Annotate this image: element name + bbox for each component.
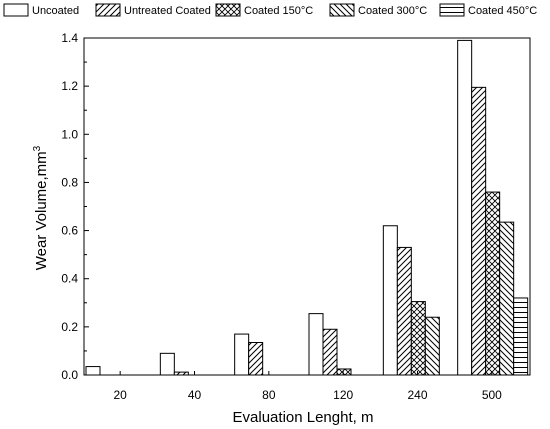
y-tick-label: 0.2 [61,320,78,334]
bar-coated-300-c-500 [499,221,515,376]
x-tick-label: 240 [407,388,427,402]
bar-coated-300-c-240 [424,316,440,376]
bar-coated-150-c-240 [410,301,426,376]
bar-untreated-coated-500 [471,86,487,376]
legend-label: Coated 300°C [358,5,427,17]
bar-uncoated-20 [85,366,101,376]
y-tick-label: 0.4 [61,272,78,286]
legend-swatch-coated-450-c [439,3,465,17]
axes: 0.0 0.2 0.4 0.6 0.8 1.0 1.2 1.4 20 40 80 120 240 500 [61,31,531,402]
legend-swatch-untreated-coated [95,3,121,17]
bar-uncoated-80 [234,333,250,376]
y-tick-label: 0.0 [61,368,78,382]
bar-uncoated-240 [382,225,398,376]
legend-label: Uncoated [32,5,79,17]
bar-uncoated-120 [308,313,324,376]
y-tick-label: 1.4 [61,31,78,45]
x-tick-label: 40 [188,388,202,402]
bar-untreated-coated-120 [322,328,338,376]
x-tick-label: 20 [113,388,127,402]
x-axis-title: Evaluation Lenght, m [233,409,374,426]
bar-uncoated-500 [457,39,473,376]
bar-untreated-coated-80 [248,342,264,376]
legend-swatch-coated-300-c [329,3,355,17]
y-tick-label: 0.8 [61,175,78,189]
bar-coated-150-c-120 [336,368,352,376]
bar-uncoated-40 [159,352,175,376]
legend: Uncoated Untreated Coated Coated 150°C Coat… [3,3,537,17]
bar-coated-450-c-500 [513,297,529,376]
bar-untreated-coated-240 [396,246,412,376]
y-tick-label: 0.6 [61,224,78,238]
bars [85,39,529,376]
legend-label: Coated 450°C [468,5,537,17]
legend-label: Untreated Coated [124,5,211,17]
y-axis-title-superscript: 3 [32,145,43,151]
y-axis-title-text: Wear Volume,mm [33,151,50,270]
y-tick-label: 1.0 [61,127,78,141]
x-tick-label: 80 [262,388,276,402]
legend-label: Coated 150°C [244,5,313,17]
bar-coated-150-c-500 [485,191,501,376]
x-tick-label: 500 [482,388,502,402]
y-axis-title: Wear Volume,mm3 [32,145,50,270]
legend-swatch-coated-150-c [215,3,241,17]
legend-swatch-uncoated [3,3,29,17]
y-tick-label: 1.2 [61,79,78,93]
x-tick-label: 120 [333,388,353,402]
